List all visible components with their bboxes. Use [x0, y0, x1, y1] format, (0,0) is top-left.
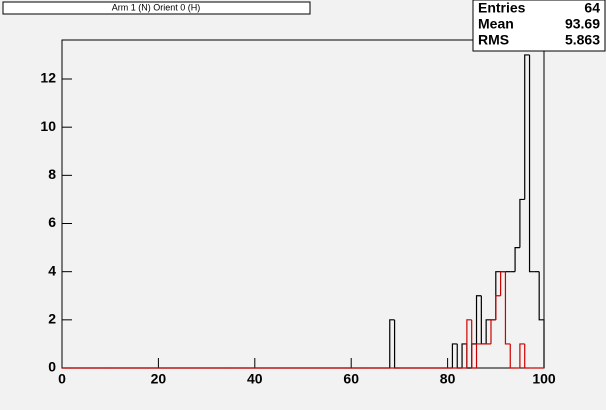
- histogram-bin: [524, 343, 530, 369]
- stats-label: RMS: [478, 32, 509, 48]
- histogram-bin: [500, 271, 506, 296]
- x-tick-label: 40: [247, 371, 263, 387]
- x-tick-label: 0: [58, 371, 66, 387]
- stats-label: Entries: [478, 0, 526, 16]
- histogram-bin: [490, 319, 496, 344]
- y-tick-label: 6: [48, 214, 56, 230]
- y-tick-label: 10: [40, 118, 56, 134]
- histogram-bin: [389, 319, 395, 368]
- stats-label: Mean: [478, 16, 514, 32]
- histogram-bin: [519, 343, 525, 368]
- stats-value: 5.863: [565, 32, 600, 48]
- histogram-bin: [538, 271, 545, 368]
- histogram-bin: [461, 343, 467, 368]
- x-tick-label: 80: [440, 371, 456, 387]
- stats-box: [472, 0, 606, 52]
- histogram-bin: [509, 343, 516, 369]
- histogram-bin: [466, 319, 472, 368]
- histogram-bin: [475, 295, 482, 344]
- x-tick-label: 60: [343, 371, 359, 387]
- stats-value: 64: [584, 0, 600, 16]
- x-tick-label: 20: [151, 371, 167, 387]
- title: Arm 1 (N) Orient 0 (H): [112, 2, 201, 12]
- y-tick-label: 2: [48, 311, 56, 327]
- histogram-bin: [514, 246, 520, 272]
- histogram-bin: [471, 319, 477, 369]
- x-tick-label: 100: [532, 371, 556, 387]
- histogram-bin: [451, 343, 458, 368]
- stats-value: 93.69: [565, 16, 600, 32]
- y-tick-label: 12: [40, 70, 56, 86]
- y-tick-label: 8: [48, 166, 56, 182]
- histogram-bin: [485, 319, 491, 344]
- histogram-bin: [504, 271, 511, 345]
- histogram-bin: [519, 198, 525, 248]
- title-box: [2, 1, 311, 15]
- histogram-bin: [475, 343, 482, 368]
- y-tick-label: 0: [48, 359, 56, 375]
- histogram-bin: [528, 54, 535, 273]
- histogram-bin: [524, 54, 530, 200]
- y-tick-label: 4: [48, 262, 56, 278]
- histogram-bin: [495, 295, 501, 320]
